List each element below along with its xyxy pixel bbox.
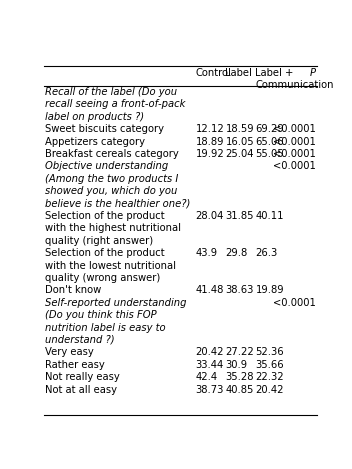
Text: P: P bbox=[309, 68, 315, 78]
Text: 40.85: 40.85 bbox=[225, 385, 254, 394]
Text: 41.48: 41.48 bbox=[195, 286, 224, 295]
Text: 55.05: 55.05 bbox=[256, 149, 284, 159]
Text: Label: Label bbox=[225, 68, 252, 78]
Text: 25.04: 25.04 bbox=[225, 149, 254, 159]
Text: 65.06: 65.06 bbox=[256, 136, 284, 147]
Text: <0.0001: <0.0001 bbox=[272, 161, 315, 171]
Text: 28.04: 28.04 bbox=[195, 211, 224, 221]
Text: Sweet biscuits category: Sweet biscuits category bbox=[45, 124, 164, 134]
Text: 26.3: 26.3 bbox=[256, 248, 278, 258]
Text: Not at all easy: Not at all easy bbox=[45, 385, 117, 394]
Text: Selection of the product
with the highest nutritional
quality (right answer): Selection of the product with the highes… bbox=[45, 211, 181, 246]
Text: 40.11: 40.11 bbox=[256, 211, 284, 221]
Text: 22.32: 22.32 bbox=[256, 372, 284, 382]
Text: Very easy: Very easy bbox=[45, 348, 94, 357]
Text: 38.73: 38.73 bbox=[195, 385, 224, 394]
Text: <0.0001: <0.0001 bbox=[272, 149, 315, 159]
Text: 31.85: 31.85 bbox=[225, 211, 254, 221]
Text: Breakfast cereals category: Breakfast cereals category bbox=[45, 149, 179, 159]
Text: Appetizers category: Appetizers category bbox=[45, 136, 145, 147]
Text: 19.92: 19.92 bbox=[195, 149, 224, 159]
Text: <0.0001: <0.0001 bbox=[272, 136, 315, 147]
Text: Recall of the label (Do you
recall seeing a front-of-pack
label on products ?): Recall of the label (Do you recall seein… bbox=[45, 87, 186, 122]
Text: 69.29: 69.29 bbox=[256, 124, 284, 134]
Text: 18.59: 18.59 bbox=[225, 124, 254, 134]
Text: <0.0001: <0.0001 bbox=[272, 298, 315, 308]
Text: 29.8: 29.8 bbox=[225, 248, 248, 258]
Text: Not really easy: Not really easy bbox=[45, 372, 120, 382]
Text: 20.42: 20.42 bbox=[256, 385, 284, 394]
Text: 35.28: 35.28 bbox=[225, 372, 254, 382]
Text: 12.12: 12.12 bbox=[195, 124, 224, 134]
Text: 19.89: 19.89 bbox=[256, 286, 284, 295]
Text: 33.44: 33.44 bbox=[195, 360, 224, 370]
Text: 35.66: 35.66 bbox=[256, 360, 284, 370]
Text: Rather easy: Rather easy bbox=[45, 360, 105, 370]
Text: 20.42: 20.42 bbox=[195, 348, 224, 357]
Text: 16.05: 16.05 bbox=[225, 136, 254, 147]
Text: 27.22: 27.22 bbox=[225, 348, 254, 357]
Text: 52.36: 52.36 bbox=[256, 348, 284, 357]
Text: Don't know: Don't know bbox=[45, 286, 102, 295]
Text: 42.4: 42.4 bbox=[195, 372, 218, 382]
Text: Self-reported understanding
(Do you think this FOP
nutrition label is easy to
un: Self-reported understanding (Do you thin… bbox=[45, 298, 187, 345]
Text: Control: Control bbox=[195, 68, 231, 78]
Text: 43.9: 43.9 bbox=[195, 248, 218, 258]
Text: Selection of the product
with the lowest nutritional
quality (wrong answer): Selection of the product with the lowest… bbox=[45, 248, 176, 283]
Text: <0.0001: <0.0001 bbox=[272, 124, 315, 134]
Text: 18.89: 18.89 bbox=[195, 136, 224, 147]
Text: 38.63: 38.63 bbox=[225, 286, 254, 295]
Text: Label +
Communication: Label + Communication bbox=[256, 68, 334, 90]
Text: Objective understanding
(Among the two products I
showed you, which do you
belie: Objective understanding (Among the two p… bbox=[45, 161, 191, 209]
Text: 30.9: 30.9 bbox=[225, 360, 247, 370]
